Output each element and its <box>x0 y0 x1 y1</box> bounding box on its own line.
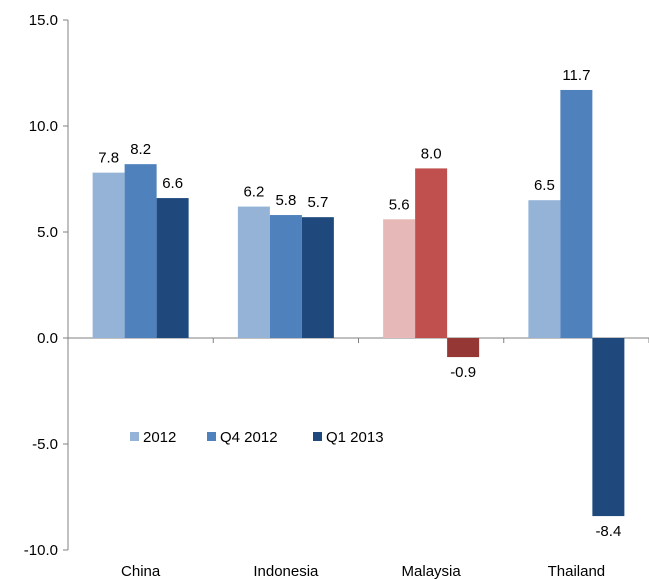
bars <box>92 89 625 517</box>
data-label: 6.5 <box>534 177 555 194</box>
data-label: 8.2 <box>130 141 151 158</box>
y-tick-label: 10.0 <box>29 118 58 135</box>
bar <box>560 89 593 339</box>
legend-swatch <box>313 432 322 441</box>
data-label: 11.7 <box>562 67 590 84</box>
y-tick-label: -5.0 <box>32 436 58 453</box>
data-label: -8.4 <box>595 523 621 540</box>
legend-swatch <box>130 432 139 441</box>
bar <box>269 215 302 338</box>
x-tick-label: Indonesia <box>253 563 319 579</box>
bar <box>383 219 416 338</box>
x-tick-label: China <box>121 563 161 579</box>
y-tick-label: 0.0 <box>37 330 58 347</box>
axes: 15.0 10.0 5.0 0.0 -5.0 -10.0 China Indonesia Mal… <box>24 12 649 579</box>
bar <box>92 172 125 338</box>
bar <box>592 338 625 517</box>
bar <box>301 217 334 338</box>
data-label: 7.8 <box>98 150 119 167</box>
bar <box>156 198 189 338</box>
y-tick-label: 5.0 <box>37 224 58 241</box>
data-label: -0.9 <box>450 364 476 381</box>
data-label: 6.2 <box>243 184 264 201</box>
bar <box>124 164 157 338</box>
data-labels: 7.8 8.2 6.6 6.2 5.8 5.7 5.6 8.0 -0.9 6.5 11.7 -8.4 <box>98 67 621 540</box>
data-label: 8.0 <box>421 145 442 162</box>
bar <box>415 168 448 338</box>
legend-swatch <box>207 432 216 441</box>
x-tick-label: Malaysia <box>402 563 462 579</box>
legend: 2012 Q4 2012 Q1 2013 <box>130 429 384 446</box>
bar <box>237 206 270 338</box>
legend-label: 2012 <box>143 429 176 446</box>
data-label: 5.8 <box>275 192 296 209</box>
legend-label: Q1 2013 <box>326 429 384 446</box>
x-tick-label: Thailand <box>548 563 606 579</box>
y-tick-label: 15.0 <box>29 12 58 29</box>
legend-label: Q4 2012 <box>220 429 278 446</box>
data-label: 5.6 <box>389 196 410 213</box>
bar <box>447 338 480 358</box>
bar <box>528 200 561 338</box>
data-label: 6.6 <box>162 175 183 192</box>
data-label: 5.7 <box>307 194 328 211</box>
y-tick-label: -10.0 <box>24 542 58 559</box>
